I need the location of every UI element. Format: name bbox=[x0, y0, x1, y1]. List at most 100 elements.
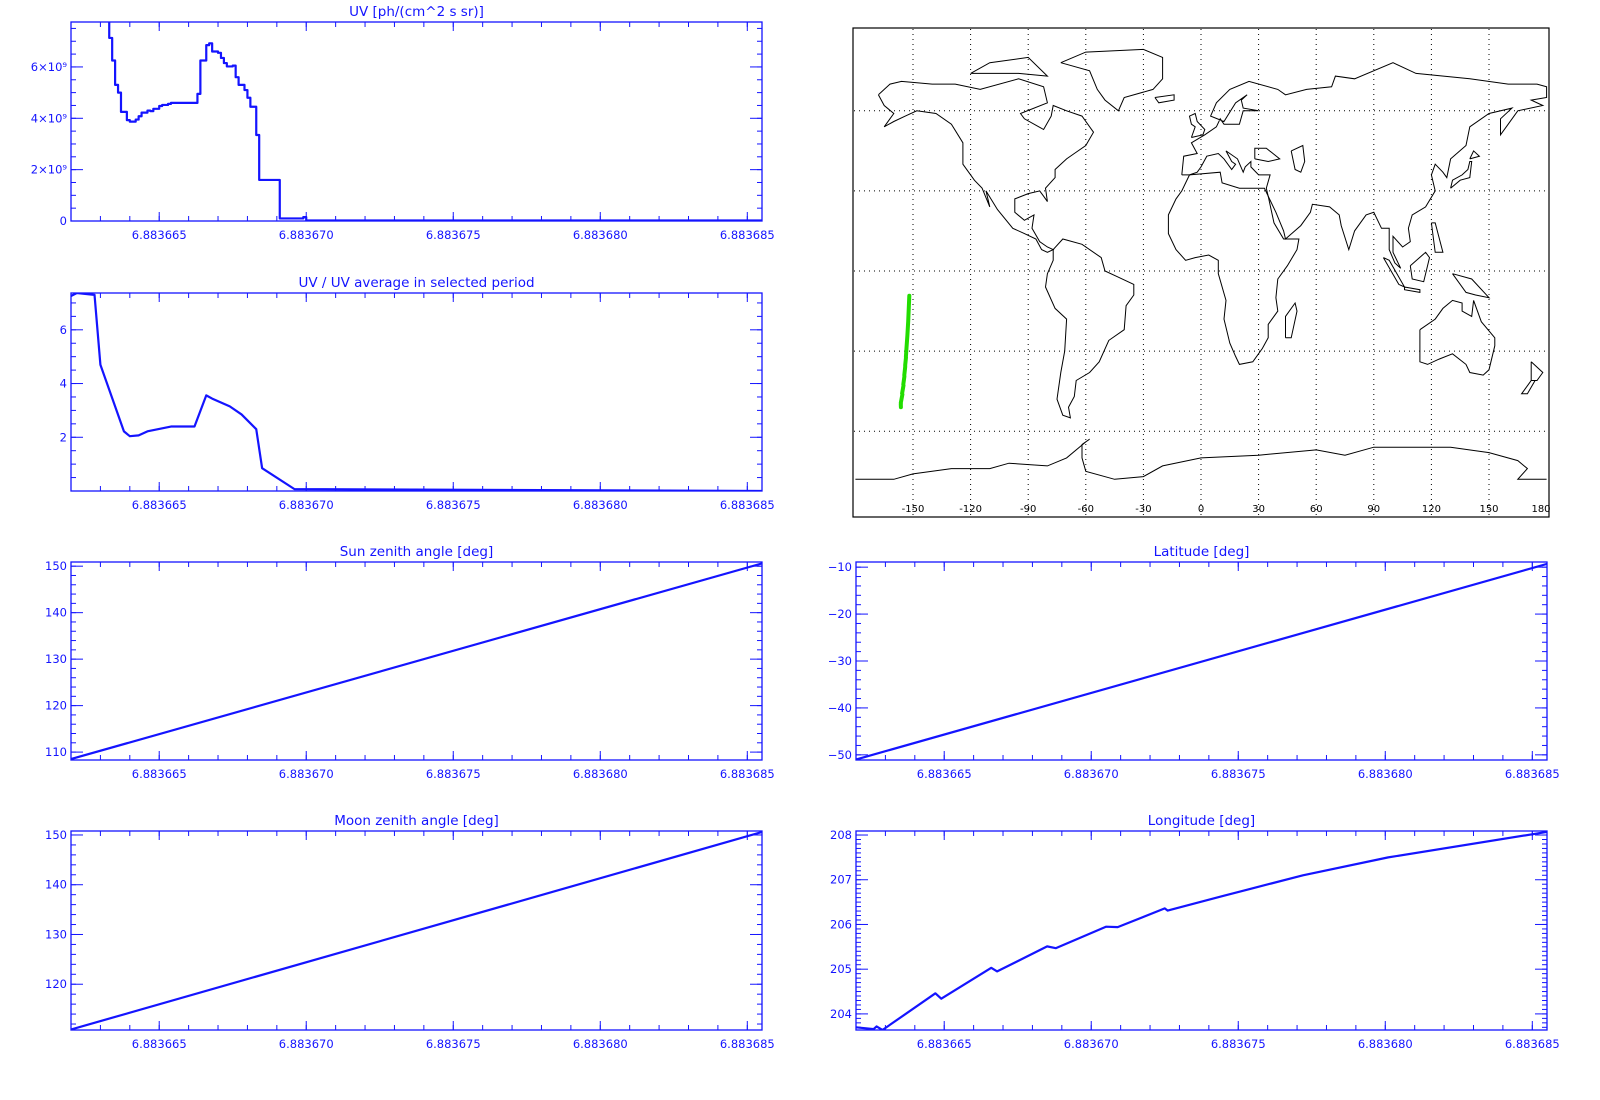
x-tick-label: 6.883680 bbox=[573, 1037, 628, 1051]
chart-title: UV / UV average in selected period bbox=[298, 275, 534, 291]
x-tick-label: 6.883685 bbox=[720, 767, 775, 781]
x-tick-label: 6.883680 bbox=[1358, 1037, 1413, 1051]
plot-frame bbox=[70, 292, 763, 492]
coastline-south-america bbox=[1044, 238, 1135, 419]
coastline-borneo bbox=[1409, 251, 1431, 283]
coastline-philippines bbox=[1430, 222, 1444, 253]
chart-title: Sun zenith angle [deg] bbox=[340, 544, 494, 560]
coastline-new-zealand-south bbox=[1520, 380, 1536, 395]
y-tick-label: 6×10⁹ bbox=[31, 60, 68, 74]
map-lon-label: -90 bbox=[1020, 504, 1036, 515]
map-lon-label: 90 bbox=[1367, 504, 1380, 515]
y-tick-label: −50 bbox=[828, 748, 852, 762]
coastline-greenland bbox=[1060, 48, 1164, 112]
x-tick-label: 6.883665 bbox=[917, 1037, 972, 1051]
coastline-australia bbox=[1419, 299, 1496, 376]
map-lon-label: 60 bbox=[1310, 504, 1323, 515]
chart-moon-zenith: Moon zenith angle [deg] 6.883665 6.883670 6… bbox=[45, 813, 775, 1051]
y-tick-label: 207 bbox=[830, 873, 852, 887]
coastline-eurasia bbox=[1181, 62, 1548, 269]
coastline-madagascar bbox=[1285, 301, 1298, 339]
x-tick-label: 6.883680 bbox=[573, 498, 628, 512]
x-tick-label: 6.883665 bbox=[132, 498, 187, 512]
map-lon-label: 150 bbox=[1479, 504, 1498, 515]
x-tick-label: 6.883675 bbox=[1211, 1037, 1266, 1051]
plot-frame bbox=[70, 561, 763, 761]
coastline-arctic-islands bbox=[970, 56, 1049, 77]
coastline-japan bbox=[1450, 161, 1473, 189]
y-tick-label: −40 bbox=[828, 701, 852, 715]
x-tick-label: 6.883670 bbox=[1064, 767, 1119, 781]
x-tick-label: 6.883675 bbox=[1211, 767, 1266, 781]
coastline-java bbox=[1404, 286, 1421, 293]
plot-frame bbox=[855, 830, 1548, 1031]
y-tick-label: 2×10⁹ bbox=[31, 163, 68, 177]
series-line-latitude bbox=[856, 562, 1547, 760]
x-tick-label: 6.883665 bbox=[132, 767, 187, 781]
y-tick-label: 2 bbox=[60, 430, 67, 444]
plot-frame bbox=[70, 21, 763, 222]
y-tick-label: 130 bbox=[45, 652, 67, 666]
map-lon-label: -120 bbox=[959, 504, 982, 515]
x-tick-label: 6.883675 bbox=[426, 498, 481, 512]
y-tick-label: 140 bbox=[45, 606, 67, 620]
x-tick-label: 6.883670 bbox=[279, 1037, 334, 1051]
chart-title: UV [ph/(cm^2 s sr)] bbox=[349, 4, 484, 20]
y-tick-label: 150 bbox=[45, 559, 67, 573]
chart-uv-ratio: UV / UV average in selected period 6.8836… bbox=[60, 275, 775, 512]
plots-group: UV [ph/(cm^2 s sr)] 6.883665 6.883670 6.883… bbox=[31, 4, 1560, 1051]
x-tick-label: 6.883685 bbox=[720, 498, 775, 512]
x-tick-label: 6.883665 bbox=[917, 767, 972, 781]
y-tick-label: −30 bbox=[828, 654, 852, 668]
coastline-black-sea bbox=[1254, 147, 1281, 163]
map-lon-label: 120 bbox=[1422, 504, 1441, 515]
x-tick-label: 6.883685 bbox=[1505, 1037, 1560, 1051]
plot-frame bbox=[70, 830, 763, 1031]
coastline-new-guinea bbox=[1452, 273, 1491, 299]
y-tick-label: 0 bbox=[60, 214, 67, 228]
x-tick-label: 6.883685 bbox=[720, 1037, 775, 1051]
map-lon-label: 30 bbox=[1252, 504, 1265, 515]
y-tick-label: 120 bbox=[45, 977, 67, 991]
coastline-iceland bbox=[1154, 94, 1175, 104]
chart-title: Moon zenith angle [deg] bbox=[334, 813, 499, 829]
y-tick-label: −10 bbox=[828, 560, 852, 574]
coastline-antarctica bbox=[855, 438, 1547, 480]
x-tick-label: 6.883675 bbox=[426, 767, 481, 781]
chart-latitude: Latitude [deg] 6.883665 6.883670 6.883675 6.… bbox=[828, 544, 1560, 781]
y-tick-label: 6 bbox=[60, 323, 67, 337]
x-tick-label: 6.883685 bbox=[720, 228, 775, 242]
chart-longitude: Longitude [deg] 6.883665 6.883670 6.883675 6… bbox=[830, 813, 1560, 1051]
y-tick-label: 4×10⁹ bbox=[31, 111, 68, 125]
chart-title: Latitude [deg] bbox=[1154, 544, 1250, 560]
x-tick-label: 6.883670 bbox=[279, 767, 334, 781]
series-line-moon-zenith bbox=[71, 831, 762, 1030]
coastline-caspian-sea bbox=[1290, 144, 1306, 173]
series-line-uv-ratio bbox=[71, 293, 762, 491]
y-tick-label: 204 bbox=[830, 1007, 852, 1021]
ground-track bbox=[898, 293, 912, 410]
x-tick-label: 6.883680 bbox=[573, 767, 628, 781]
map-lon-label: -150 bbox=[902, 504, 925, 515]
y-tick-label: 205 bbox=[830, 962, 852, 976]
x-tick-label: 6.883670 bbox=[1064, 1037, 1119, 1051]
coastline-hokkaido bbox=[1469, 150, 1481, 160]
coastline-uk bbox=[1188, 112, 1206, 138]
x-tick-label: 6.883675 bbox=[426, 228, 481, 242]
series-line-uv bbox=[108, 22, 762, 221]
chart-sun-zenith: Sun zenith angle [deg] 6.883665 6.883670 6.… bbox=[45, 544, 775, 781]
y-tick-label: 140 bbox=[45, 878, 67, 892]
y-tick-label: 130 bbox=[45, 927, 67, 941]
chart-uv: UV [ph/(cm^2 s sr)] 6.883665 6.883670 6.883… bbox=[31, 4, 775, 242]
y-tick-label: 208 bbox=[830, 828, 852, 842]
x-tick-label: 6.883680 bbox=[1358, 767, 1413, 781]
y-tick-label: 120 bbox=[45, 699, 67, 713]
coastline-africa bbox=[1167, 171, 1300, 365]
y-tick-label: 110 bbox=[45, 745, 67, 759]
coastline-new-zealand-north bbox=[1530, 361, 1544, 381]
series-line-longitude bbox=[856, 831, 1547, 1030]
coastline-north-america bbox=[877, 78, 1095, 253]
chart-title: Longitude [deg] bbox=[1148, 813, 1255, 829]
x-tick-label: 6.883665 bbox=[132, 1037, 187, 1051]
